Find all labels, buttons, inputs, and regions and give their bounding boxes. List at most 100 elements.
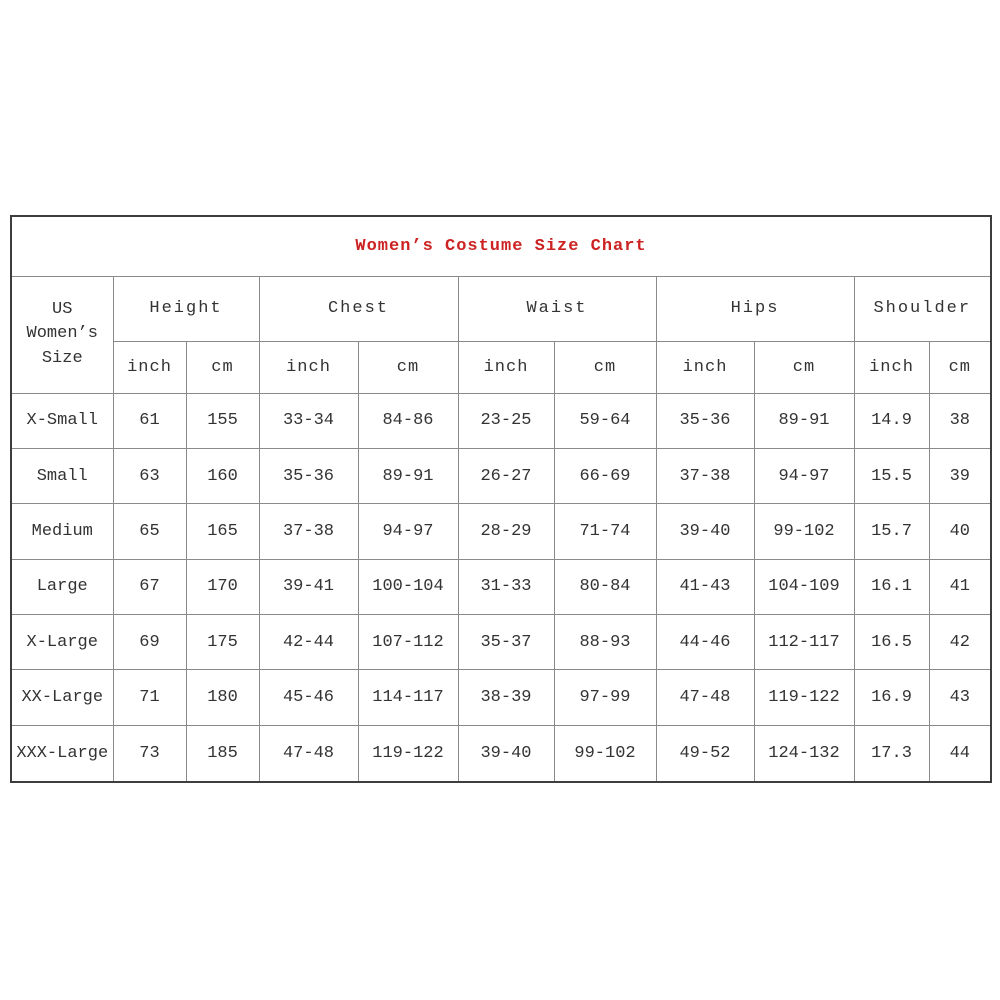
table-row-x-small: X-Small 61 155 33-34 84-86 23-25 59-64 3… [10,392,992,449]
table-cell: 71-74 [553,503,657,560]
table-cell: 112-117 [753,613,855,671]
unit-header: inch [112,340,187,394]
table-cell: 47-48 [258,724,359,783]
table-cell: 44 [928,724,992,783]
table-cell: 39-41 [258,558,359,615]
table-row-medium: Medium 65 165 37-38 94-97 28-29 71-74 39… [10,503,992,560]
table-cell: 41 [928,558,992,615]
table-cell: 88-93 [553,613,657,671]
unit-header: inch [457,340,555,394]
table-cell: 37-38 [655,447,755,505]
size-label: X-Small [10,392,114,449]
chart-title: Women’s Costume Size Chart [10,215,992,277]
group-header-shoulder: Shoulder [853,275,992,342]
table-cell: 119-122 [753,669,855,726]
table-cell: 47-48 [655,669,755,726]
size-label: Large [10,558,114,615]
table-cell: 84-86 [357,392,459,449]
table-cell: 39 [928,447,992,505]
table-cell: 35-37 [457,613,555,671]
table-cell: 119-122 [357,724,459,783]
unit-header: cm [753,340,855,394]
table-cell: 67 [112,558,187,615]
table-row-x-large: X-Large 69 175 42-44 107-112 35-37 88-93… [10,613,992,671]
table-cell: 180 [185,669,260,726]
table-cell: 38-39 [457,669,555,726]
table-cell: 16.1 [853,558,930,615]
table-cell: 97-99 [553,669,657,726]
table-cell: 66-69 [553,447,657,505]
table-cell: 49-52 [655,724,755,783]
table-cell: 37-38 [258,503,359,560]
table-cell: 31-33 [457,558,555,615]
group-header-height: Height [112,275,260,342]
table-cell: 89-91 [753,392,855,449]
table-cell: 160 [185,447,260,505]
size-chart-table-container: Women’s Costume Size Chart US Women’s Si… [10,215,993,783]
table-cell: 39-40 [457,724,555,783]
table-cell: 185 [185,724,260,783]
table-cell: 107-112 [357,613,459,671]
unit-header: inch [655,340,755,394]
table-cell: 45-46 [258,669,359,726]
table-row-large: Large 67 170 39-41 100-104 31-33 80-84 4… [10,558,992,615]
table-cell: 40 [928,503,992,560]
table-cell: 59-64 [553,392,657,449]
table-cell: 35-36 [655,392,755,449]
group-header-waist: Waist [457,275,657,342]
unit-header: cm [553,340,657,394]
table-cell: 114-117 [357,669,459,726]
size-label: X-Large [10,613,114,671]
table-cell: 33-34 [258,392,359,449]
table-cell: 69 [112,613,187,671]
table-cell: 39-40 [655,503,755,560]
table-cell: 42-44 [258,613,359,671]
group-header-chest: Chest [258,275,459,342]
table-cell: 104-109 [753,558,855,615]
table-cell: 165 [185,503,260,560]
table-cell: 155 [185,392,260,449]
group-header-hips: Hips [655,275,855,342]
corner-header-us-womens-size: US Women’s Size [10,275,114,394]
table-cell: 38 [928,392,992,449]
table-row-xxx-large: XXX-Large 73 185 47-48 119-122 39-40 99-… [10,724,992,783]
size-chart-table: Women’s Costume Size Chart US Women’s Si… [10,215,993,783]
table-cell: 71 [112,669,187,726]
table-cell: 35-36 [258,447,359,505]
table-cell: 42 [928,613,992,671]
unit-header: inch [258,340,359,394]
table-cell: 61 [112,392,187,449]
table-cell: 17.3 [853,724,930,783]
size-label: Small [10,447,114,505]
group-header-row: US Women’s Size Height Chest Waist Hips … [10,275,992,394]
table-cell: 80-84 [553,558,657,615]
table-cell: 15.7 [853,503,930,560]
table-cell: 41-43 [655,558,755,615]
unit-header-row: inch cm inch cm inch cm inch cm inch cm [11,340,992,394]
unit-header: cm [928,340,992,394]
unit-header: inch [853,340,930,394]
table-cell: 99-102 [753,503,855,560]
size-label: XXX-Large [10,724,114,783]
table-cell: 16.9 [853,669,930,726]
table-cell: 94-97 [753,447,855,505]
table-cell: 170 [185,558,260,615]
title-row: Women’s Costume Size Chart [10,215,992,277]
table-cell: 175 [185,613,260,671]
table-cell: 73 [112,724,187,783]
table-cell: 65 [112,503,187,560]
table-cell: 14.9 [853,392,930,449]
size-label: Medium [10,503,114,560]
table-cell: 44-46 [655,613,755,671]
table-cell: 23-25 [457,392,555,449]
table-cell: 28-29 [457,503,555,560]
table-cell: 63 [112,447,187,505]
table-cell: 89-91 [357,447,459,505]
unit-header: cm [185,340,260,394]
unit-header: cm [357,340,459,394]
table-cell: 100-104 [357,558,459,615]
size-label: XX-Large [10,669,114,726]
table-cell: 26-27 [457,447,555,505]
table-row-xx-large: XX-Large 71 180 45-46 114-117 38-39 97-9… [10,669,992,726]
